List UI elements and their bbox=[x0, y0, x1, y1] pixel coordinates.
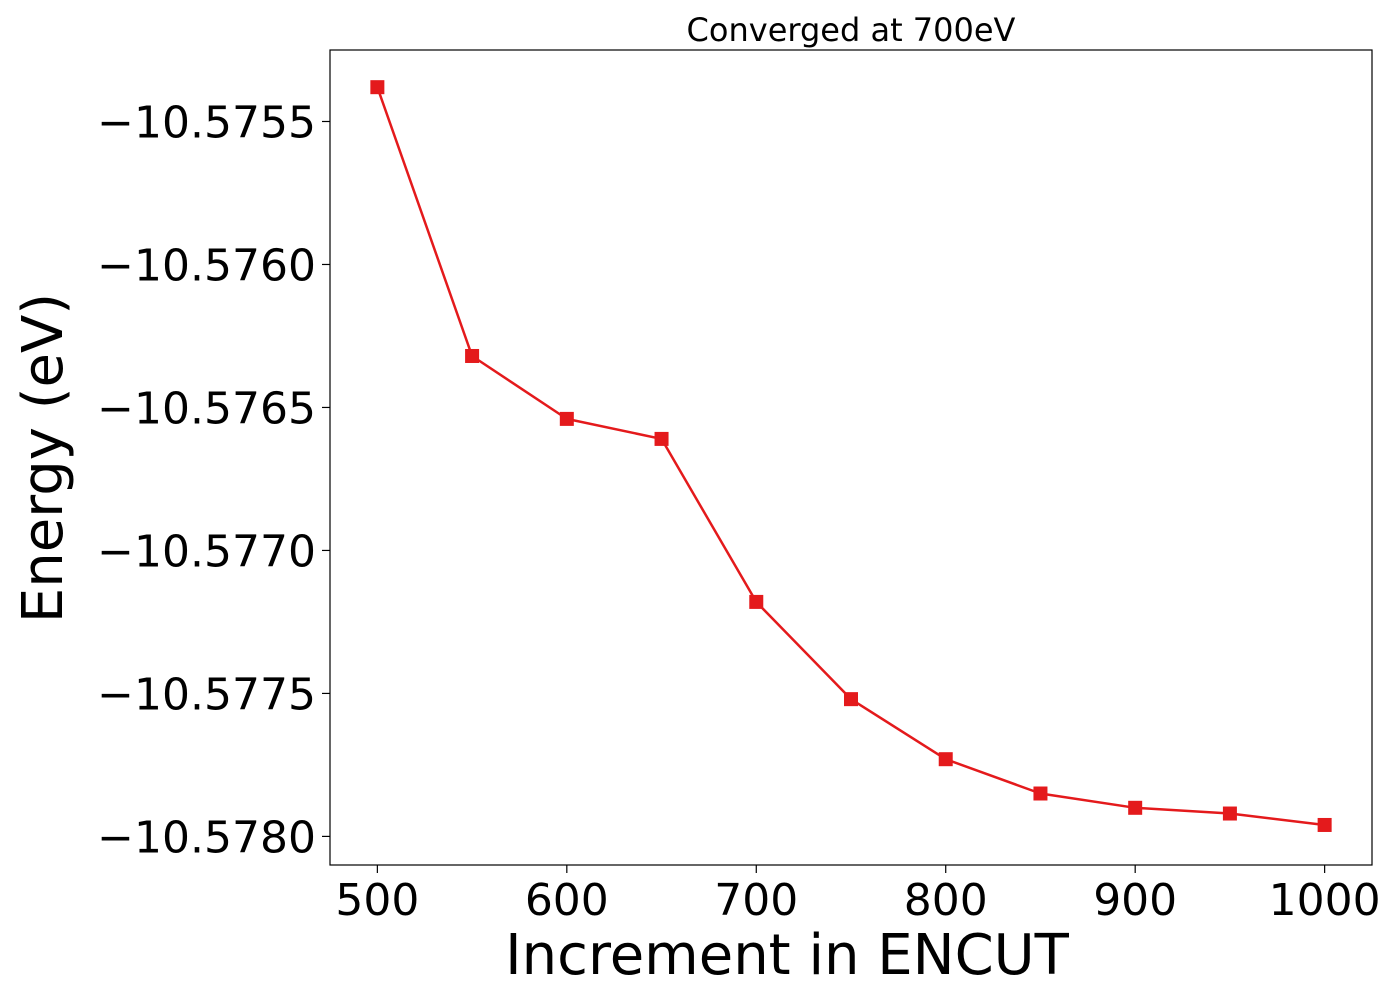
x-tick-label: 600 bbox=[525, 875, 609, 926]
x-tick-label: 700 bbox=[714, 875, 798, 926]
series-layer bbox=[370, 80, 1332, 832]
data-point-marker bbox=[1222, 806, 1237, 821]
data-point-marker bbox=[938, 752, 953, 767]
y-axis-label: Energy (eV) bbox=[11, 293, 76, 623]
data-point-marker bbox=[370, 80, 385, 95]
x-tick-label: 800 bbox=[904, 875, 988, 926]
chart-title: Converged at 700eV bbox=[687, 11, 1016, 49]
y-tick-label: −10.5755 bbox=[97, 97, 316, 148]
data-point-marker bbox=[1033, 786, 1048, 801]
y-tick-label: −10.5780 bbox=[97, 812, 316, 863]
data-point-marker bbox=[465, 348, 480, 363]
x-tick-label: 1000 bbox=[1269, 875, 1381, 926]
data-point-marker bbox=[844, 692, 858, 707]
y-tick-label: −10.5765 bbox=[97, 383, 316, 434]
y-tick-label: −10.5775 bbox=[97, 669, 316, 720]
x-axis: 500 600 700 800 900 1000 bbox=[335, 865, 1381, 926]
data-point-marker bbox=[654, 431, 669, 446]
x-tick-label: 500 bbox=[335, 875, 419, 926]
data-point-marker bbox=[749, 594, 764, 609]
x-axis-label: Increment in ENCUT bbox=[505, 923, 1070, 988]
data-point-marker bbox=[1128, 800, 1143, 815]
y-tick-label: −10.5760 bbox=[97, 240, 316, 291]
x-tick-label: 900 bbox=[1093, 875, 1177, 926]
series-line bbox=[376, 86, 1325, 827]
data-point-marker bbox=[1317, 817, 1332, 832]
y-tick-label: −10.5770 bbox=[97, 526, 316, 577]
y-axis: −10.5755 −10.5760 −10.5765 −10.5770 −10.5775… bbox=[97, 97, 330, 863]
data-point-marker bbox=[559, 411, 574, 426]
plot-area-frame bbox=[329, 49, 1373, 866]
